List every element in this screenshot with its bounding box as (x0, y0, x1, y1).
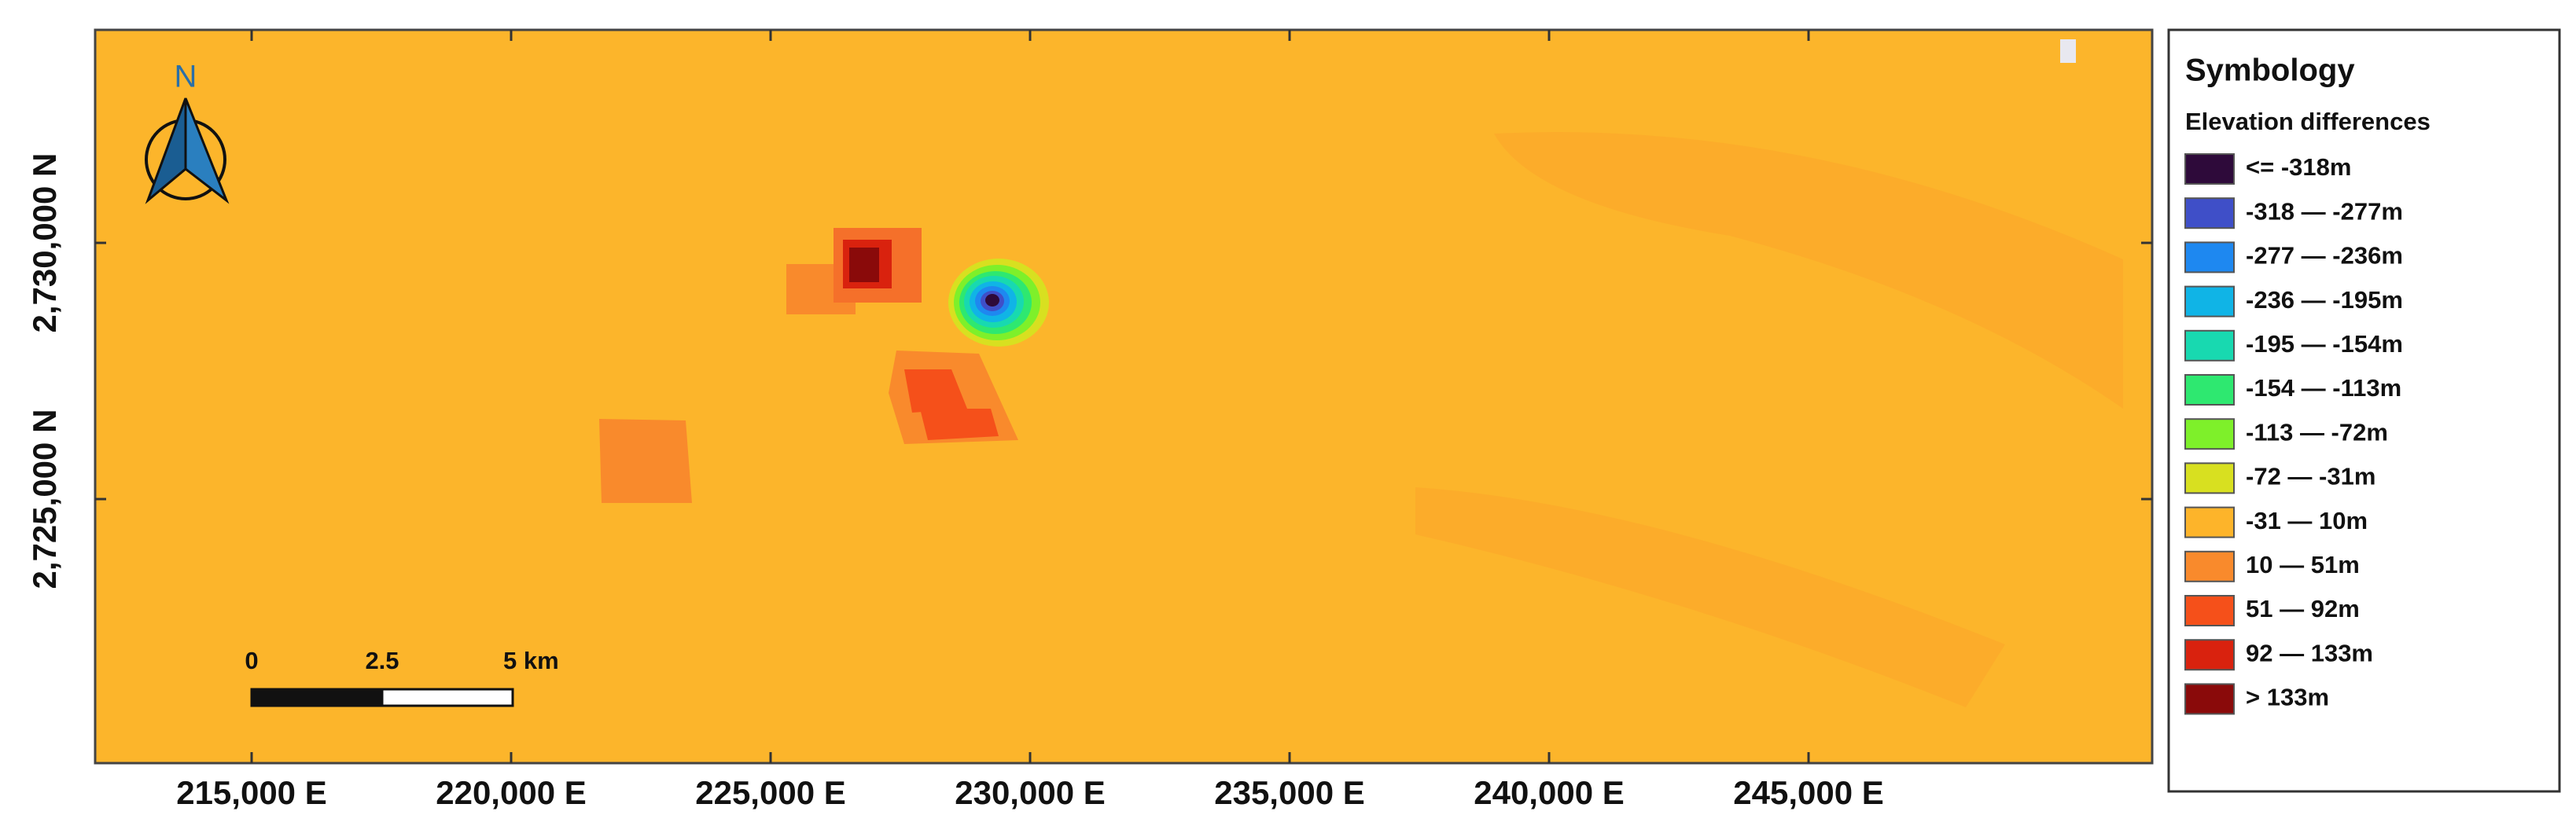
legend-swatch (2184, 550, 2235, 582)
legend-label: -72 — -31m (2246, 463, 2375, 490)
legend-label: -236 — -195m (2246, 286, 2403, 314)
legend-swatch (2184, 639, 2235, 671)
legend-swatch (2184, 329, 2235, 362)
x-tick-label: 225,000 E (695, 774, 846, 811)
scale-label: 2.5 (365, 647, 399, 674)
legend-subtitle: Elevation differences (2185, 108, 2431, 135)
legend-box (2167, 28, 2561, 793)
legend-swatch (2184, 462, 2235, 494)
legend-swatch (2184, 506, 2235, 538)
legend-label: -113 — -72m (2246, 418, 2388, 446)
legend-swatch (2184, 374, 2235, 406)
x-tick-label: 230,000 E (955, 774, 1106, 811)
x-tick-label: 235,000 E (1214, 774, 1365, 811)
x-tick-label: 220,000 E (436, 774, 587, 811)
scale-label: 5 km (503, 647, 559, 674)
legend-swatch (2184, 153, 2235, 185)
legend-label: -31 — 10m (2246, 507, 2368, 534)
legend-label: 51 — 92m (2246, 595, 2360, 622)
map-frame (94, 28, 2154, 765)
legend-swatch (2184, 197, 2235, 229)
legend-title: Symbology (2185, 53, 2355, 88)
north-label: N (175, 60, 197, 94)
legend-label: 10 — 51m (2246, 551, 2360, 578)
legend-swatch (2184, 285, 2235, 318)
legend-swatch (2184, 241, 2235, 273)
x-tick-label: 245,000 E (1733, 774, 1884, 811)
x-tick-label: 215,000 E (176, 774, 327, 811)
x-tick-label: 240,000 E (1474, 774, 1625, 811)
legend-label: 92 — 133m (2246, 639, 2373, 666)
map-features (599, 39, 2123, 707)
y-tick-label: 2,730,000 N (26, 153, 63, 333)
legend-label: > 133m (2246, 684, 2329, 711)
scale-label: 0 (245, 647, 258, 674)
legend-swatch (2184, 683, 2235, 715)
legend-label: <= -318m (2246, 153, 2351, 181)
legend-label: -318 — -277m (2246, 197, 2403, 225)
legend-label: -154 — -113m (2246, 374, 2401, 402)
north-arrow: N (145, 60, 230, 204)
legend-swatch (2184, 418, 2235, 450)
legend-label: -195 — -154m (2246, 330, 2403, 358)
legend-swatch (2184, 595, 2235, 626)
scale-bar: 0 2.5 5 km (245, 647, 559, 707)
legend-label: -277 — -236m (2246, 242, 2403, 270)
y-tick-label: 2,725,000 N (26, 409, 63, 589)
